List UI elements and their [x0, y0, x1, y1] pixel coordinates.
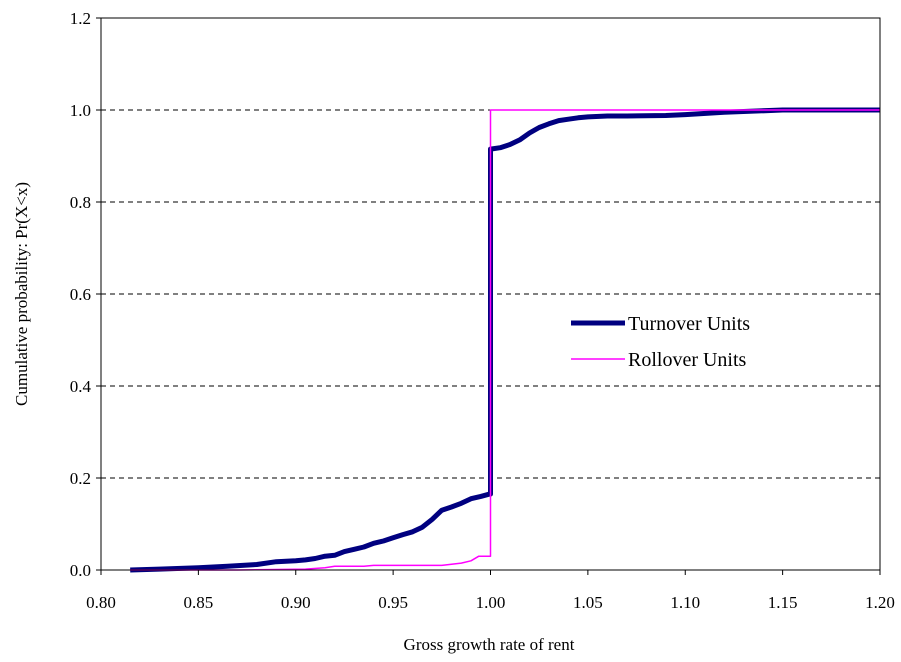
- axis-ticks: 0.0 0.2 0.4 0.6 0.8 1.0 1.2 0.80 0.85 0.90 0.95 1.0…: [70, 9, 895, 612]
- y-tick-label: 0.2: [70, 469, 91, 488]
- x-tick-label: 1.10: [670, 593, 700, 612]
- x-tick-label: 0.95: [378, 593, 408, 612]
- series-line-rollover: [130, 109, 880, 571]
- x-tick-label: 0.85: [184, 593, 214, 612]
- y-tick-label: 0.4: [70, 377, 92, 396]
- x-tick-label: 0.80: [86, 593, 116, 612]
- y-tick-label: 1.2: [70, 9, 91, 28]
- x-tick-label: 1.15: [768, 593, 798, 612]
- legend-label-turnover: Turnover Units: [628, 313, 750, 335]
- y-tick-label: 0.6: [70, 285, 91, 304]
- legend: Turnover Units Rollover Units: [571, 313, 750, 371]
- series-lines: [130, 107, 880, 573]
- y-tick-label: 1.0: [70, 101, 91, 120]
- x-tick-label: 1.05: [573, 593, 603, 612]
- x-axis-title: Gross growth rate of rent: [404, 635, 575, 654]
- x-tick-label: 0.90: [281, 593, 311, 612]
- legend-label-rollover: Rollover Units: [628, 349, 747, 371]
- x-tick-label: 1.00: [476, 593, 506, 612]
- series-line-turnover: [130, 107, 880, 573]
- y-tick-label: 0.0: [70, 561, 91, 580]
- x-tick-label: 1.20: [865, 593, 895, 612]
- y-axis-title: Cumulative probability: Pr(X<x): [12, 182, 31, 406]
- y-tick-label: 0.8: [70, 193, 91, 212]
